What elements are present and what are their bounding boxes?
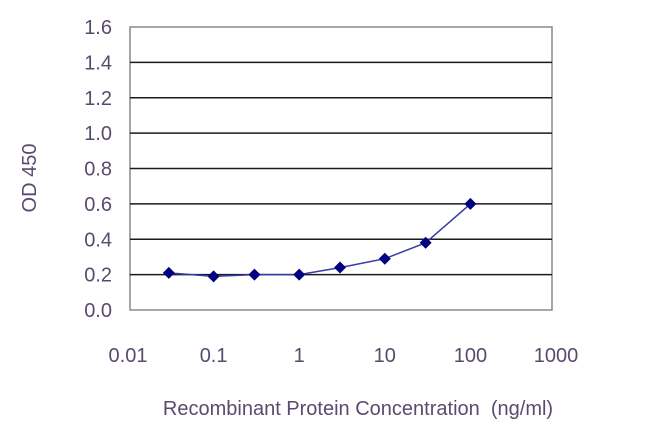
y-tick-label: 0.0	[84, 300, 112, 322]
series-line	[168, 203, 471, 278]
y-tick-label: 1.4	[84, 52, 112, 74]
y-tick-label: 1.6	[84, 17, 112, 39]
data-point	[248, 268, 261, 281]
y-axis-tick-labels: 0.0 0.2 0.4 0.6 0.8 1.0 1.2 1.4 1.6	[84, 17, 112, 322]
data-point	[419, 236, 432, 249]
x-axis-tick-labels: 0.01 0.1 1 10 100 1000	[109, 345, 579, 367]
x-tick-label: 0.1	[200, 345, 228, 367]
x-tick-label: 10	[374, 345, 396, 367]
y-tick-label: 0.2	[84, 265, 112, 287]
y-tick-label: 1.0	[84, 123, 112, 145]
x-axis-title: Recombinant Protein Concentration (ng/ml…	[163, 398, 553, 420]
x-tick-label: 1	[294, 345, 305, 367]
data-point	[464, 197, 477, 210]
y-axis-title: OD 450	[19, 144, 41, 213]
x-tick-label: 0.01	[109, 345, 148, 367]
x-tick-label: 1000	[534, 345, 579, 367]
y-tick-label: 0.8	[84, 159, 112, 181]
x-tick-label: 100	[454, 345, 487, 367]
data-point	[293, 268, 306, 281]
data-point	[378, 252, 391, 265]
data-point	[162, 266, 175, 279]
y-tick-label: 0.6	[84, 194, 112, 216]
y-tick-label: 1.2	[84, 88, 112, 110]
y-tick-label: 0.4	[84, 229, 112, 251]
data-point	[207, 270, 220, 283]
data-points	[162, 197, 477, 283]
data-point	[334, 261, 347, 274]
